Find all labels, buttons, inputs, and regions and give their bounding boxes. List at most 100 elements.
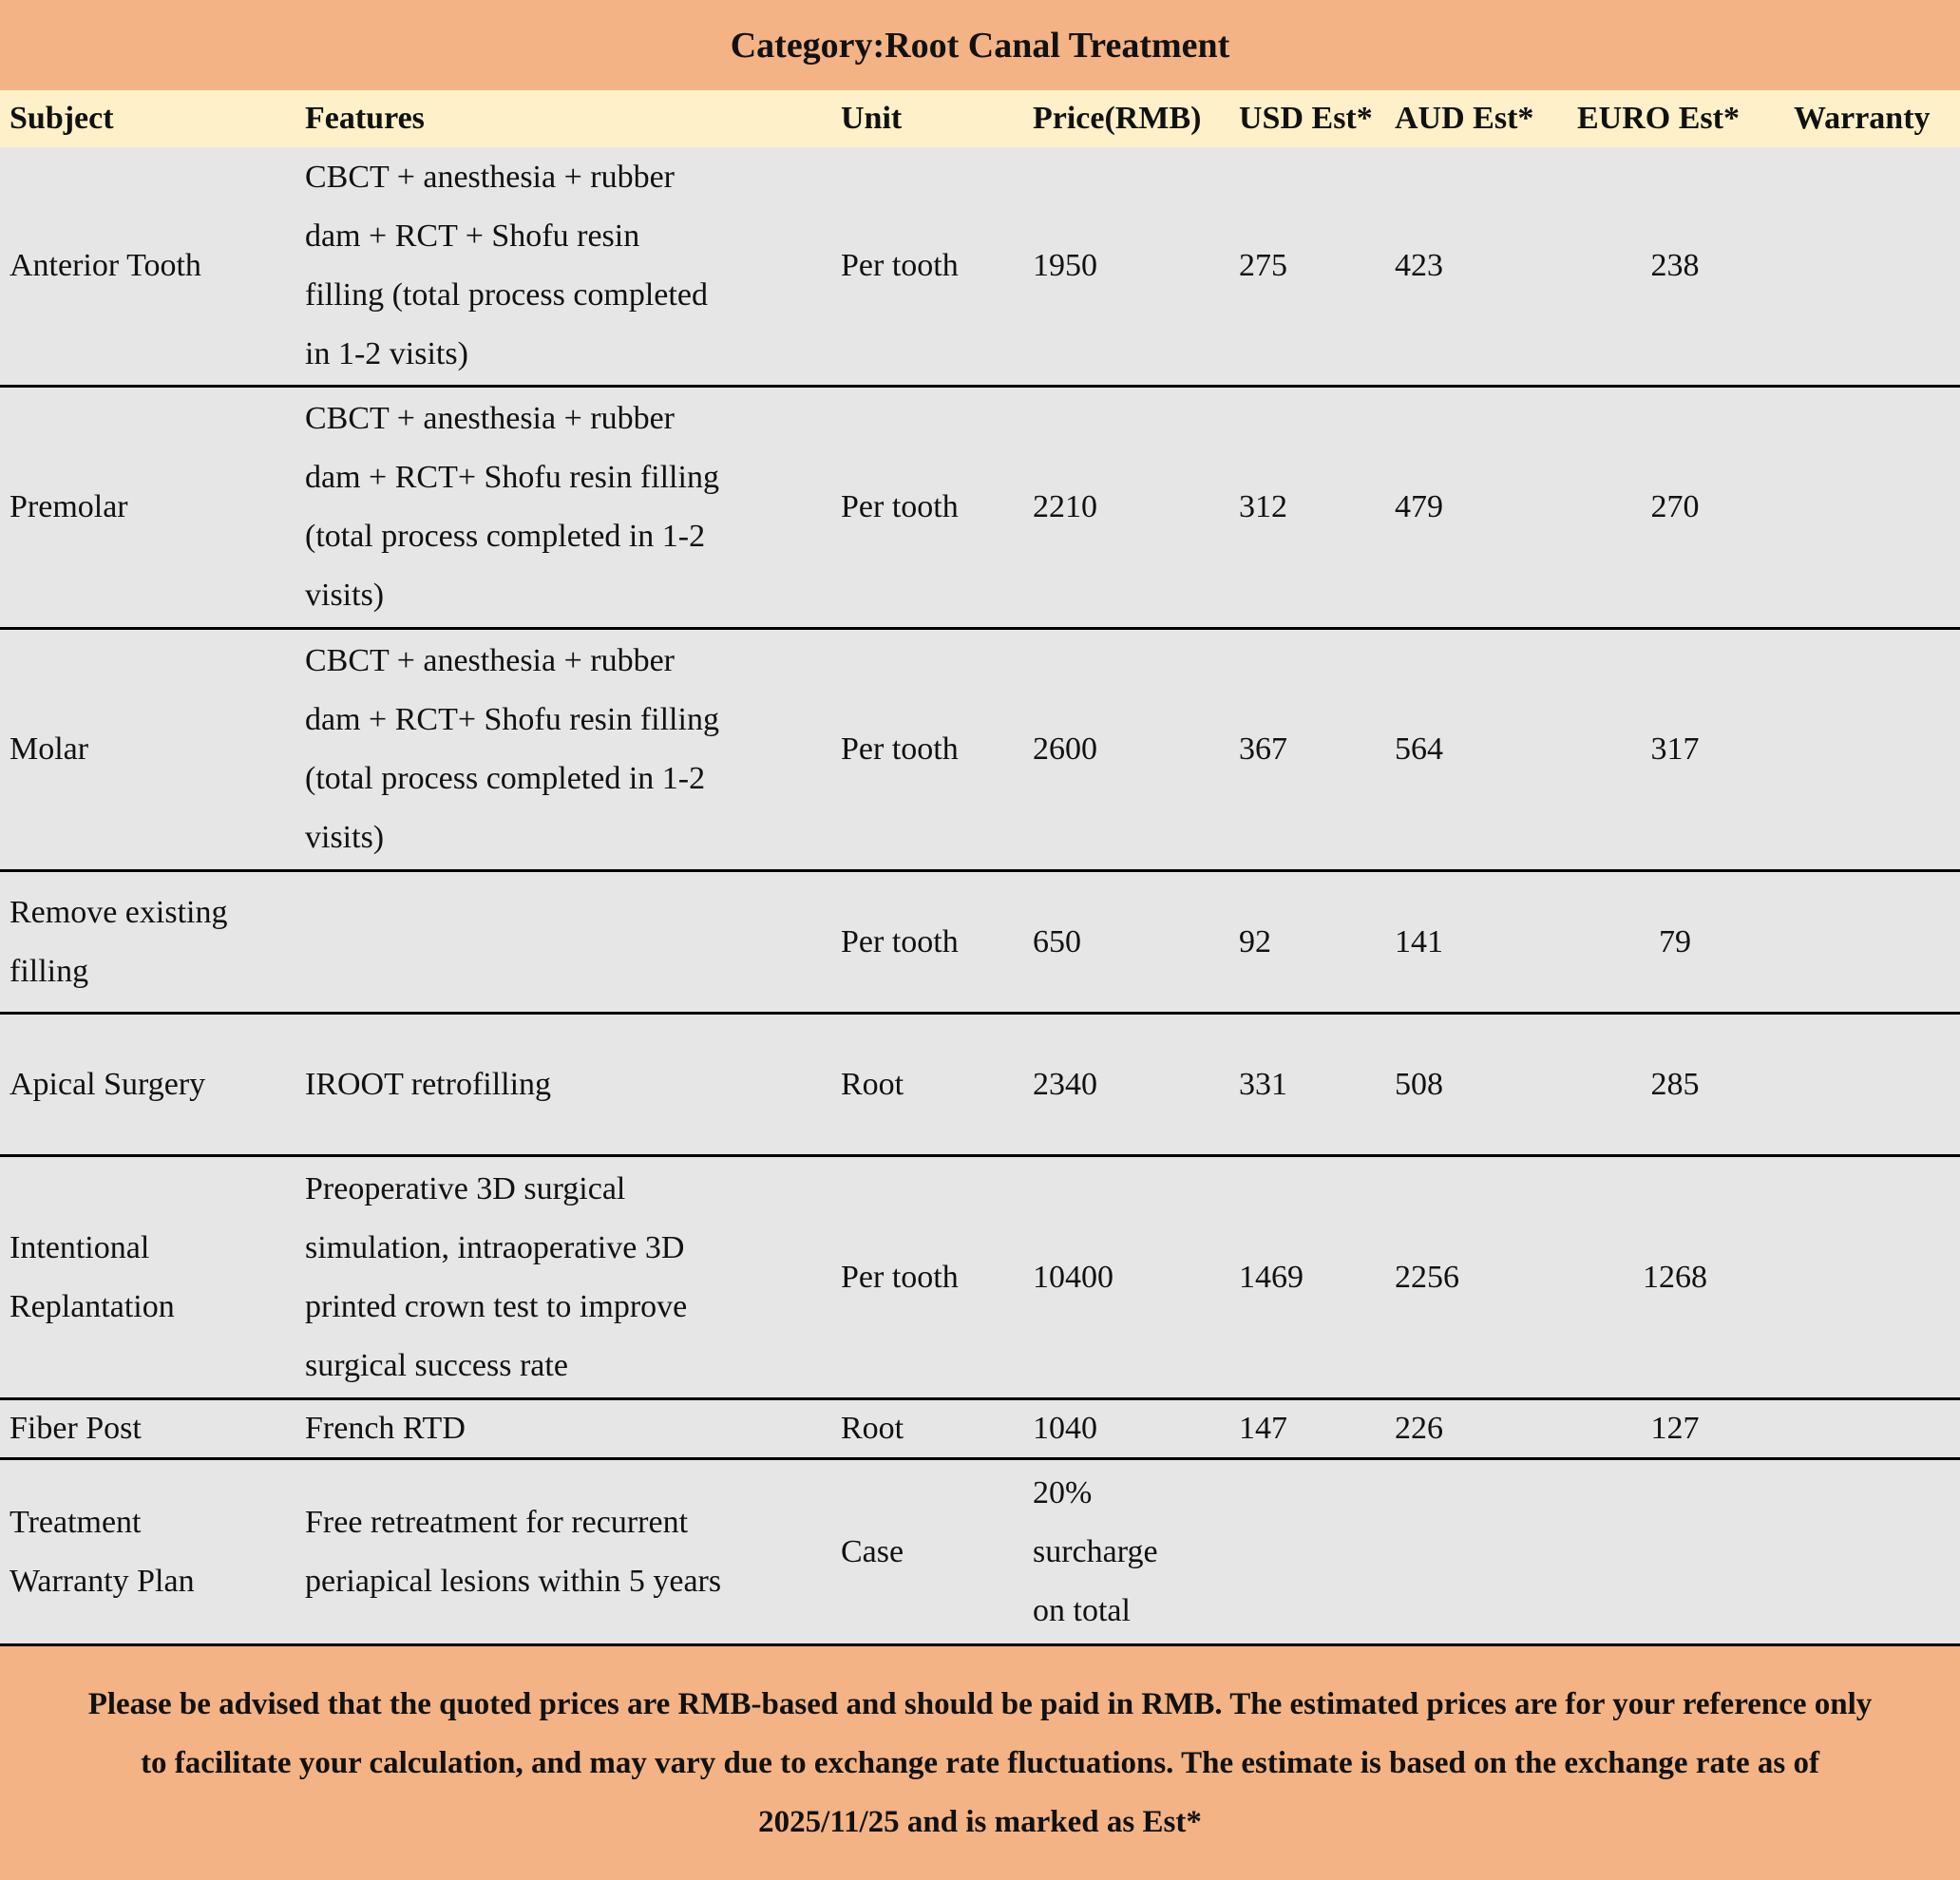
cell-aud-est: 141 (1395, 872, 1575, 1012)
features-text: French RTD (305, 1411, 466, 1446)
features-text: simulation, intraoperative 3D (305, 1229, 685, 1265)
features-text: (total process completed in 1-2 (305, 761, 706, 796)
header-euro-est: EURO Est* (1577, 101, 1740, 136)
unit-text: Root (841, 1066, 904, 1102)
table-row: Molar CBCT + anesthesia + rubber dam + RCT… (0, 630, 1960, 872)
aud-est-text: 423 (1395, 248, 1443, 283)
cell-unit: Root (841, 1015, 1031, 1154)
features-text: dam + RCT+ Shofu resin filling (305, 460, 719, 495)
cell-features: CBCT + anesthesia + rubber dam + RCT + Sh… (305, 147, 837, 385)
features-text: CBCT + anesthesia + rubber (305, 160, 675, 195)
aud-est-text: 564 (1395, 731, 1443, 767)
cell-price-rmb: 20% surcharge on total (1033, 1460, 1237, 1643)
euro-est-text: 127 (1650, 1411, 1700, 1446)
cell-unit: Case (841, 1460, 1031, 1643)
subject-text: Apical Surgery (10, 1066, 206, 1102)
cell-usd-est: 1469 (1239, 1157, 1391, 1397)
price-rmb-text: 1040 (1033, 1411, 1097, 1446)
usd-est-text: 331 (1239, 1066, 1287, 1102)
euro-est-text: 270 (1650, 489, 1700, 524)
aud-est-text: 141 (1395, 923, 1443, 959)
table-row: Treatment Warranty Plan Free retreatment f… (0, 1460, 1960, 1646)
cell-warranty (1794, 872, 1960, 1012)
cell-usd-est: 92 (1239, 872, 1391, 1012)
features-text: CBCT + anesthesia + rubber (305, 643, 675, 678)
cell-unit: Per tooth (841, 1157, 1031, 1397)
table-header: Subject Features Unit Price(RMB) USD Est* AUD… (0, 90, 1960, 147)
aud-est-text: 508 (1395, 1066, 1443, 1102)
table-row: Intentional Replantation Preoperative 3D s… (0, 1157, 1960, 1400)
features-text: (total process completed in 1-2 (305, 519, 706, 554)
cell-subject: Intentional Replantation (10, 1157, 295, 1397)
subject-text: filling (10, 953, 89, 989)
features-text: Preoperative 3D surgical (305, 1170, 626, 1206)
subject-text: Molar (10, 731, 89, 767)
header-price-rmb: Price(RMB) (1033, 101, 1202, 136)
cell-price-rmb: 2600 (1033, 630, 1237, 869)
cell-features: CBCT + anesthesia + rubber dam + RCT+ Sho… (305, 388, 837, 627)
header-unit: Unit (841, 101, 903, 136)
cell-unit: Per tooth (841, 388, 1031, 627)
category-title: Category:Root Canal Treatment (0, 0, 1960, 90)
unit-text: Per tooth (841, 1259, 959, 1295)
header-aud-est: AUD Est* (1395, 101, 1534, 136)
cell-euro-est: 1268 (1580, 1157, 1770, 1397)
cell-unit: Per tooth (841, 872, 1031, 1012)
unit-text: Root (841, 1411, 904, 1446)
features-text: visits) (305, 820, 385, 855)
cell-aud-est (1395, 1460, 1575, 1643)
usd-est-text: 92 (1239, 923, 1271, 959)
unit-text: Case (841, 1533, 904, 1569)
aud-est-text: 2256 (1395, 1259, 1459, 1295)
cell-subject: Apical Surgery (10, 1015, 295, 1154)
cell-aud-est: 423 (1395, 147, 1575, 385)
unit-text: Per tooth (841, 489, 959, 524)
cell-subject: Remove existing filling (10, 872, 295, 1012)
features-text: surgical success rate (305, 1347, 568, 1383)
cell-features: CBCT + anesthesia + rubber dam + RCT+ Sho… (305, 630, 837, 869)
cell-euro-est (1580, 1460, 1770, 1643)
cell-warranty (1794, 1400, 1960, 1457)
cell-features (305, 872, 837, 1012)
usd-est-text: 275 (1239, 248, 1287, 283)
unit-text: Per tooth (841, 923, 959, 959)
cell-features: Free retreatment for recurrent periapical… (305, 1460, 837, 1643)
features-text: periapical lesions within 5 years (305, 1563, 722, 1599)
cell-features: Preoperative 3D surgical simulation, intr… (305, 1157, 837, 1397)
features-text: dam + RCT+ Shofu resin filling (305, 702, 719, 737)
cell-subject: Anterior Tooth (10, 147, 295, 385)
table-row: Fiber Post French RTD Root 1040 147 226 127 (0, 1400, 1960, 1460)
cell-price-rmb: 1040 (1033, 1400, 1237, 1457)
cell-usd-est: 147 (1239, 1400, 1391, 1457)
price-rmb-text: 2600 (1033, 731, 1097, 767)
usd-est-text: 1469 (1239, 1259, 1303, 1295)
price-rmb-text: 1950 (1033, 248, 1097, 283)
cell-price-rmb: 2340 (1033, 1015, 1237, 1154)
cell-warranty (1794, 1460, 1960, 1643)
euro-est-text: 317 (1650, 731, 1700, 767)
cell-warranty (1794, 388, 1960, 627)
table-row: Remove existing filling Per tooth 650 92 141 7… (0, 872, 1960, 1015)
footer-note: Please be advised that the quoted prices… (0, 1646, 1960, 1880)
price-rmb-text: on total (1033, 1592, 1131, 1628)
cell-usd-est: 367 (1239, 630, 1391, 869)
subject-text: Premolar (10, 489, 128, 524)
cell-subject: Premolar (10, 388, 295, 627)
features-text: printed crown test to improve (305, 1288, 688, 1324)
features-text: CBCT + anesthesia + rubber (305, 401, 675, 436)
cell-warranty (1794, 147, 1960, 385)
aud-est-text: 479 (1395, 489, 1443, 524)
header-usd-est: USD Est* (1239, 101, 1373, 136)
subject-text: Remove existing (10, 894, 228, 930)
price-rmb-text: surcharge (1033, 1533, 1158, 1569)
features-text: in 1-2 visits) (305, 336, 468, 371)
cell-price-rmb: 650 (1033, 872, 1237, 1012)
subject-text: Anterior Tooth (10, 248, 201, 283)
cell-warranty (1794, 1157, 1960, 1397)
features-text: visits) (305, 578, 385, 613)
cell-euro-est: 238 (1580, 147, 1770, 385)
table-row: Anterior Tooth CBCT + anesthesia + rubber… (0, 147, 1960, 388)
features-text: filling (total process completed (305, 277, 708, 313)
price-rmb-text: 2210 (1033, 489, 1097, 524)
cell-euro-est: 270 (1580, 388, 1770, 627)
